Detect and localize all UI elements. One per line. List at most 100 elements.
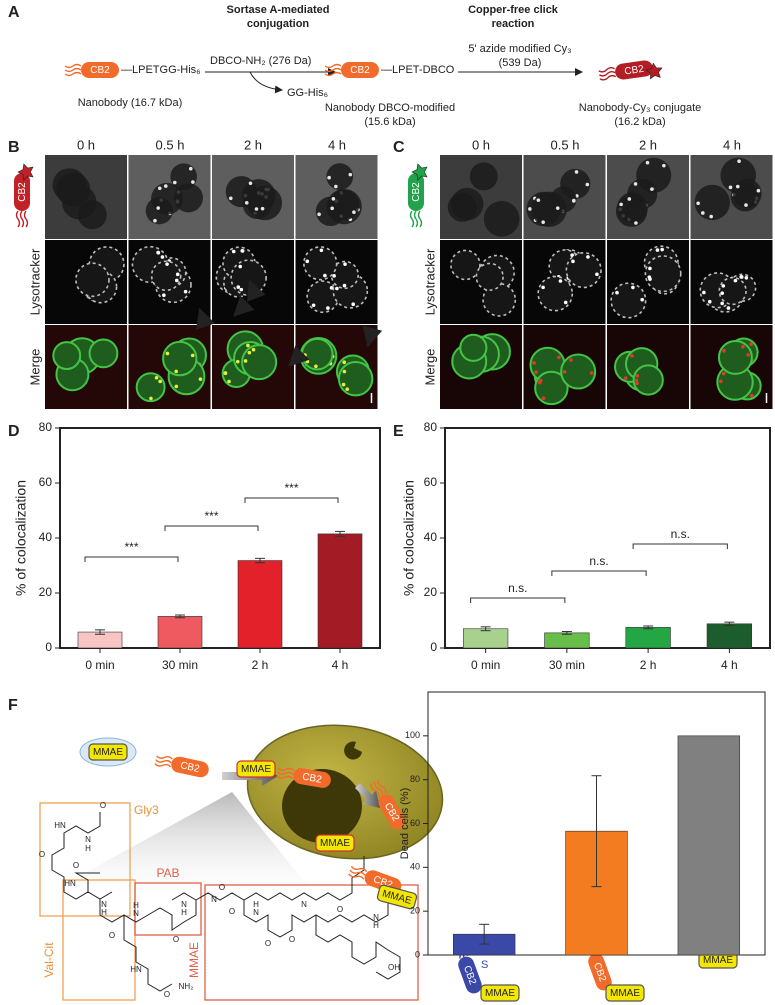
cell-green xyxy=(135,372,166,403)
linker-label: Val-Cit xyxy=(42,942,56,978)
nanobody-body xyxy=(615,60,653,80)
nanobody-tail xyxy=(417,210,423,228)
spot xyxy=(645,160,650,165)
micrograph xyxy=(212,240,294,324)
spot xyxy=(532,361,536,365)
error-bar xyxy=(255,557,265,564)
spot xyxy=(640,297,644,302)
spot xyxy=(536,198,541,202)
nanobody-label: CB2 xyxy=(411,182,422,202)
nanobody-body xyxy=(14,173,30,211)
spot xyxy=(662,163,666,168)
y-tick-label: 80 xyxy=(424,420,438,434)
spot xyxy=(157,186,162,191)
bar xyxy=(157,616,203,649)
nanobody-tail xyxy=(277,767,295,772)
drug-box xyxy=(236,760,276,778)
cell-ring xyxy=(303,246,338,281)
product-label: Nanobody-Cy₃ conjugate xyxy=(579,102,702,114)
micrograph xyxy=(607,240,689,324)
cell-ring xyxy=(482,282,517,317)
nanobody-icon: CB2 xyxy=(408,163,428,228)
spot xyxy=(571,259,575,264)
atom-label: O xyxy=(100,801,106,810)
spot xyxy=(737,159,741,164)
spot xyxy=(741,344,745,349)
nanobody-body xyxy=(341,62,379,78)
spot xyxy=(238,264,243,269)
micrograph xyxy=(690,240,773,324)
cell-green xyxy=(560,353,597,390)
spot xyxy=(243,359,248,363)
cell-shadow xyxy=(326,163,354,190)
cell-shadow xyxy=(450,187,484,221)
spot xyxy=(183,289,188,294)
cell-shadow xyxy=(615,195,648,227)
time-label: 0 h xyxy=(77,137,95,152)
spot xyxy=(634,378,639,383)
spot xyxy=(327,175,331,180)
atom-label: N xyxy=(373,913,379,922)
spot xyxy=(351,302,356,307)
significance-bracket xyxy=(632,543,728,549)
nanobody-body xyxy=(458,956,482,994)
spot xyxy=(633,182,638,186)
y-tick-label: 40 xyxy=(39,530,53,544)
cell-ring xyxy=(644,255,682,293)
drug-box xyxy=(88,743,128,761)
byproduct: GG-His₆ xyxy=(287,87,328,99)
cell-green xyxy=(534,370,569,406)
spot xyxy=(330,206,334,211)
spot xyxy=(655,248,660,252)
spot xyxy=(165,262,169,266)
micrograph xyxy=(523,325,606,409)
spot xyxy=(174,278,179,283)
micrograph xyxy=(45,240,127,324)
nanobody-icon: CB2 xyxy=(598,60,663,81)
drug-icon: MMAE xyxy=(605,984,645,1002)
atom-label: H xyxy=(373,921,379,930)
spot xyxy=(323,273,327,278)
cell-green xyxy=(459,333,488,362)
nanobody-body xyxy=(171,756,209,778)
cell-shadow xyxy=(170,163,197,190)
spot xyxy=(254,207,259,211)
spot xyxy=(735,184,740,189)
spot xyxy=(720,301,724,306)
atom-label: H xyxy=(101,908,107,917)
spot xyxy=(619,202,623,207)
error-bar xyxy=(591,775,602,888)
spot xyxy=(260,206,265,211)
spot xyxy=(165,351,170,356)
cell-ring xyxy=(565,252,602,289)
bar xyxy=(677,735,741,956)
spot xyxy=(746,352,751,357)
spot xyxy=(341,382,346,387)
nanobody-body xyxy=(81,62,119,78)
micrograph xyxy=(523,155,606,239)
spot xyxy=(240,248,245,253)
spot xyxy=(247,350,252,355)
micrograph xyxy=(607,325,689,409)
cell-shadow xyxy=(694,184,730,221)
row-label: Merge xyxy=(422,349,437,386)
spot xyxy=(562,370,567,374)
spot xyxy=(648,277,652,281)
atom-label: O xyxy=(337,905,343,914)
micrograph xyxy=(690,325,773,409)
pab-box xyxy=(134,882,202,936)
sequence-tag: —LPET-DBCO xyxy=(381,64,455,76)
drug-icon: MMAE xyxy=(88,743,128,761)
plot-frame xyxy=(444,427,771,649)
significance-bracket xyxy=(164,525,259,531)
nanobody-tail xyxy=(19,210,25,228)
micrograph xyxy=(440,240,522,324)
spot xyxy=(707,299,712,304)
x-tick-label: 2 h xyxy=(252,658,269,672)
cell-shadow xyxy=(225,176,257,208)
panel-label: B xyxy=(8,139,20,156)
error-bar xyxy=(95,629,105,635)
cell-ring xyxy=(230,259,267,297)
cell-ring xyxy=(450,249,481,281)
spot xyxy=(174,369,178,374)
